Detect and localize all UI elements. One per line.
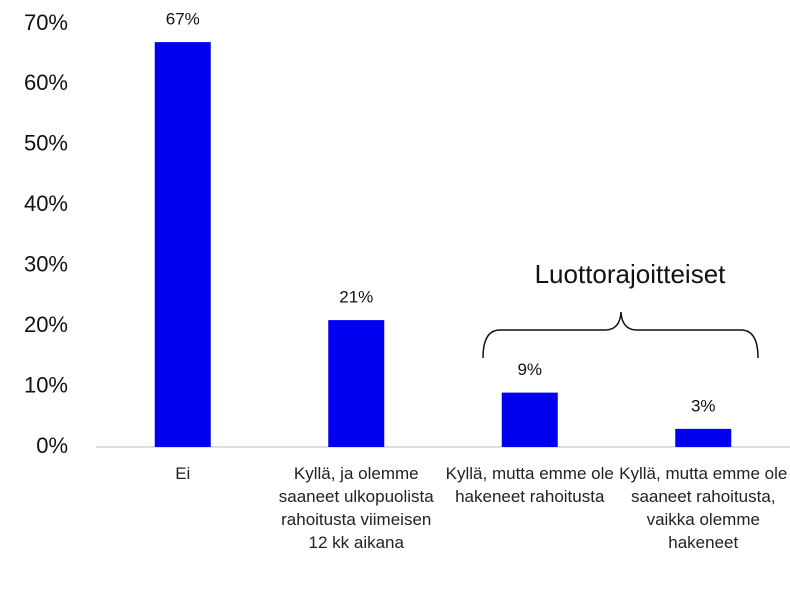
y-tick-label: 0% — [36, 433, 68, 458]
bar — [154, 42, 211, 447]
y-tick-label: 60% — [24, 70, 68, 95]
value-label: 67% — [166, 10, 200, 29]
y-tick-label: 20% — [24, 312, 68, 337]
value-label: 3% — [691, 396, 716, 415]
value-label: 21% — [339, 288, 373, 307]
bar — [675, 428, 732, 447]
y-tick-label: 50% — [24, 131, 68, 156]
value-label: 9% — [517, 360, 542, 379]
x-tick-label: Kyllä, mutta emme ole hakeneet rahoitust… — [445, 464, 614, 506]
y-tick-label: 10% — [24, 372, 68, 397]
brace — [482, 311, 759, 359]
x-tick-label: Ei — [175, 464, 191, 483]
bar — [328, 320, 385, 447]
x-tick-label: Kyllä, ja olemme saaneet ulkopuolista ra… — [278, 464, 434, 552]
annotation: Luottorajoitteiset — [535, 259, 727, 289]
y-tick-label: 40% — [24, 191, 68, 216]
y-tick-label: 70% — [24, 10, 68, 35]
bar — [501, 392, 558, 447]
x-tick-label: Kyllä, mutta emme ole saaneet rahoitusta… — [619, 464, 788, 552]
y-tick-label: 30% — [24, 252, 68, 277]
